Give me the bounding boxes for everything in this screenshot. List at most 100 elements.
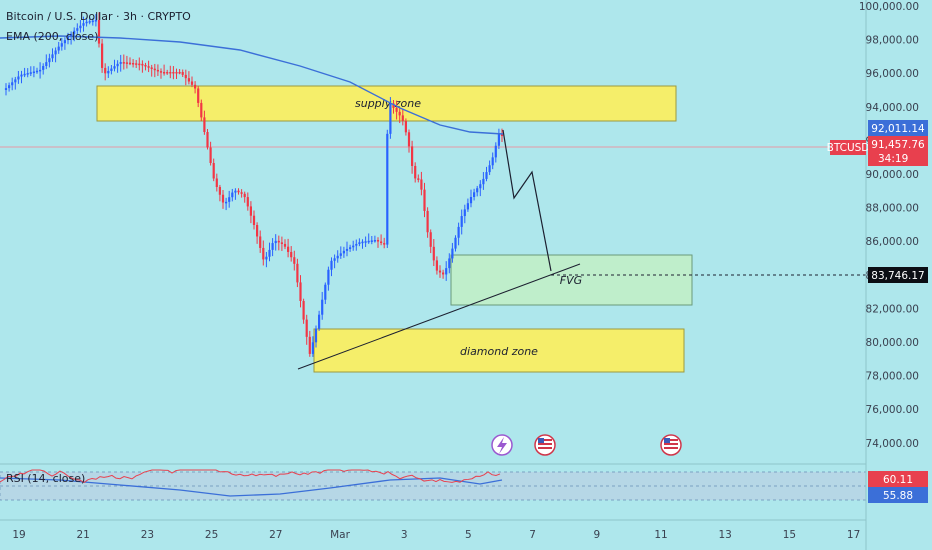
candle-body xyxy=(184,74,187,79)
time-tick-label: 17 xyxy=(847,529,860,541)
candle-body xyxy=(206,132,209,148)
candle-body xyxy=(476,188,479,193)
candle-body xyxy=(17,76,20,80)
price-tick-label: 98,000.00 xyxy=(866,35,919,47)
candle-body xyxy=(144,64,147,67)
rsi-ma-line xyxy=(0,477,503,497)
candle-body xyxy=(420,179,423,190)
candle-body xyxy=(215,178,218,187)
candle-body xyxy=(35,70,39,73)
candle-body xyxy=(26,73,29,75)
candle-body xyxy=(190,81,194,85)
price-tick-label: 100,000.00 xyxy=(859,1,919,13)
candle-body xyxy=(318,314,321,329)
price-tick-label: 88,000.00 xyxy=(866,203,919,215)
candle-body xyxy=(355,243,358,246)
candle-body xyxy=(330,260,333,270)
candle-body xyxy=(225,201,228,204)
candle-body xyxy=(243,193,246,198)
candle-body xyxy=(469,197,473,204)
candle-body xyxy=(221,194,225,203)
candle-body xyxy=(150,67,153,69)
candle-body xyxy=(423,189,426,211)
candle-body xyxy=(311,342,314,354)
candle-body xyxy=(271,243,274,250)
candle-body xyxy=(398,111,401,116)
candle-body xyxy=(314,328,318,343)
candle-body xyxy=(287,246,290,252)
candle-body xyxy=(479,184,482,189)
price-axis[interactable]: 100,000.0098,000.0096,000.0094,000.0092,… xyxy=(859,1,919,450)
time-tick-label: 21 xyxy=(77,529,90,541)
candle-body xyxy=(234,190,237,193)
candle-body xyxy=(166,72,169,74)
candle-body xyxy=(414,165,417,179)
time-tick-label: 5 xyxy=(465,529,472,541)
rsi-low-tag: 55.88 xyxy=(868,487,928,503)
candle-body xyxy=(380,241,383,244)
candle-body xyxy=(404,120,407,133)
svg-text:55.88: 55.88 xyxy=(883,490,913,502)
time-tick-label: 25 xyxy=(205,529,218,541)
us-flag-event-icon[interactable] xyxy=(534,434,556,456)
time-axis[interactable]: 19 21 23 25 27 Mar 3 5 7 9 11 13 15 17 xyxy=(12,529,860,541)
time-tick-label: 3 xyxy=(401,529,408,541)
candle-body xyxy=(20,74,23,77)
diamond-zone-label: diamond zone xyxy=(460,345,538,358)
candle-body xyxy=(54,50,57,55)
candle-body xyxy=(66,37,70,41)
candle-body xyxy=(280,242,283,244)
candlestick-series xyxy=(4,12,504,357)
candle-body xyxy=(153,68,156,71)
candle-body xyxy=(76,28,79,31)
candle-body xyxy=(327,269,330,285)
candle-body xyxy=(290,251,293,258)
candle-body xyxy=(299,282,302,301)
candle-body xyxy=(91,20,94,23)
rsi-indicator-label[interactable]: RSI (14, close) xyxy=(6,472,86,485)
trendline[interactable] xyxy=(297,263,581,370)
candle-body xyxy=(463,209,466,217)
candle-body xyxy=(491,157,494,166)
diamond-zone-box[interactable] xyxy=(313,328,685,373)
candle-body xyxy=(113,66,116,69)
candle-body xyxy=(339,253,342,256)
candle-body xyxy=(94,20,97,22)
lightning-event-icon[interactable] xyxy=(491,434,513,456)
candle-body xyxy=(395,107,398,112)
price-tick-label: 94,000.00 xyxy=(866,102,919,114)
candle-body xyxy=(4,88,8,90)
projection-path[interactable] xyxy=(502,129,552,272)
candle-body xyxy=(256,225,259,237)
candle-body xyxy=(308,336,311,354)
candle-body xyxy=(125,62,128,64)
target-level-tag: 83,746.17 xyxy=(868,267,928,283)
supply-zone-box[interactable] xyxy=(96,85,677,122)
candle-body xyxy=(79,25,82,29)
candle-body xyxy=(147,66,150,68)
candle-body xyxy=(107,70,110,74)
candle-body xyxy=(101,43,104,68)
candle-body xyxy=(70,33,73,37)
time-tick-label: 19 xyxy=(12,529,25,541)
candle-body xyxy=(457,226,460,238)
candle-body xyxy=(454,237,457,249)
candle-body xyxy=(172,72,175,74)
candle-body xyxy=(473,192,476,197)
chart-title[interactable]: Bitcoin / U.S. Dollar · 3h · CRYPTO xyxy=(6,10,191,23)
candle-body xyxy=(228,197,231,202)
candle-body xyxy=(324,284,327,300)
candle-body xyxy=(262,247,265,260)
candle-body xyxy=(367,240,370,243)
candle-body xyxy=(240,192,243,194)
candle-body xyxy=(460,216,463,227)
candle-body xyxy=(175,72,178,74)
candle-body xyxy=(333,258,336,261)
time-tick-label: 11 xyxy=(654,529,667,541)
ema-indicator-label[interactable]: EMA (200, close) xyxy=(6,30,99,43)
candle-body xyxy=(407,132,411,147)
us-flag-event-icon[interactable] xyxy=(660,434,682,456)
candle-body xyxy=(82,23,85,26)
candle-body xyxy=(497,134,500,146)
